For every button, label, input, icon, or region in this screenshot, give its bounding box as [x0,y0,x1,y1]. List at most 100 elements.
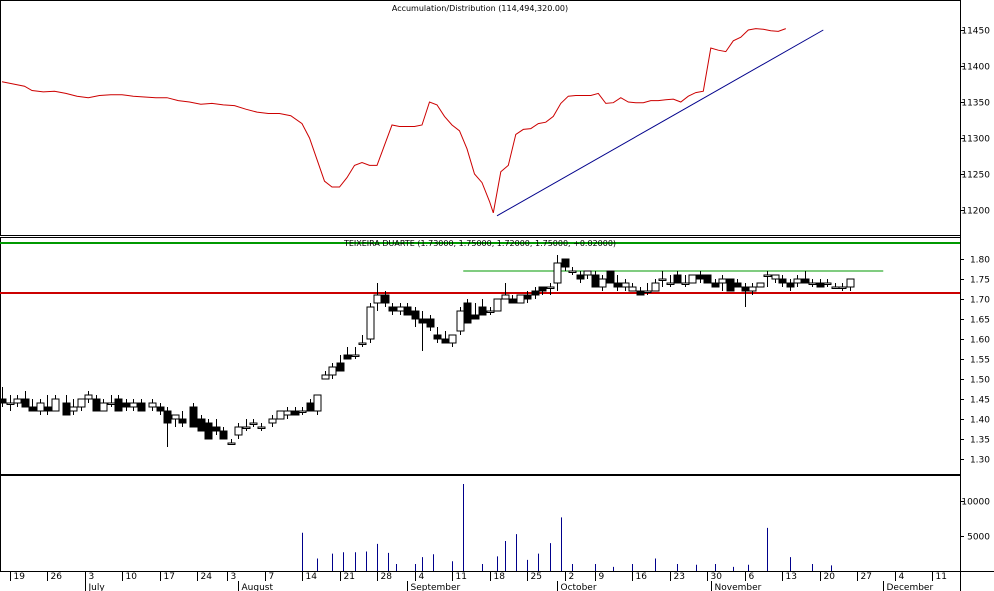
candle-body [501,294,510,300]
price-panel-title: TEIXEIRA DUARTE (1.73000, 1.75000, 1.720… [343,239,616,248]
candle-body [92,398,101,412]
x-tick-label: 17 [164,572,175,582]
candle-body [456,310,465,332]
candle-body [658,278,667,281]
candle-body [628,286,637,292]
candle-body [328,366,337,376]
candle-body [433,334,442,340]
candle-body [6,402,15,405]
candle-body [703,274,712,284]
candle-body [178,418,187,424]
y-tick-label: 1.45 [970,396,990,406]
candle-body [129,402,138,408]
x-tick-label: 3 [89,572,95,582]
candle-body [373,294,382,304]
ad-trendline [496,29,824,217]
candle-body [358,342,367,345]
candle-body [99,402,108,412]
candle-body [242,426,251,429]
candle-body [163,410,172,424]
candle-body [786,282,795,288]
candle-body [51,398,60,412]
candle-body [268,418,277,424]
candle-body [621,282,630,288]
x-tick-label: 10 [126,572,138,582]
candle-body [321,374,330,380]
candle-body [28,406,37,412]
x-tick-label: 11 [936,572,947,582]
candle-body [343,354,352,360]
x-tick-label: 13 [786,572,797,582]
month-label: August [242,583,274,591]
candle-body [234,426,243,436]
candle-body [411,310,420,320]
x-tick-label: 23 [674,572,685,582]
y-tick-label: 11250 [961,171,990,181]
candle-body [313,394,322,412]
candle-body [21,398,30,408]
candle-body [13,398,22,404]
candle-body [778,278,787,284]
candle-body [441,338,450,344]
candle-body [276,410,285,420]
candle-body [291,410,300,416]
candle-body [366,306,375,340]
candle-body [381,294,390,304]
candle-body [0,398,7,404]
candle-body [726,278,735,292]
candle-body [591,274,600,288]
volume-panel [302,483,832,571]
x-tick-label: 24 [201,572,213,582]
candle-body [696,274,705,280]
candle-body [733,282,742,288]
candle-body [388,306,397,312]
x-tick-label: 25 [531,572,542,582]
candle-body [306,402,315,412]
candle-body [36,402,45,412]
x-tick-label: 26 [51,572,63,582]
candle-body [673,274,682,284]
month-label: November [715,583,762,591]
candle-body [688,274,697,284]
candle-body [212,426,221,432]
y-tick-label: 10000 [961,498,990,508]
axis-layer: 11200 11250 11300 11350 11400 11450 1.30 1.35 1.… [10,27,990,591]
candle-body [204,422,213,440]
x-tick-label: 16 [636,572,648,582]
candle-body [478,306,487,316]
candle-body [122,402,131,408]
candle-body [249,422,258,425]
x-tick-label: 30 [711,572,723,582]
candle-body [336,362,345,372]
candle-body [546,286,555,289]
candle-body [171,414,180,420]
y-tick-label: 1.35 [970,436,990,446]
candle-body [107,402,116,405]
ad-panel-title: Accumulation/Distribution (114,494,320.0… [392,4,568,13]
candle-body [77,398,86,408]
candle-body [219,430,228,440]
candle-body [493,298,502,312]
accumulation-distribution-panel [1,28,824,217]
x-tick-label: 28 [381,572,393,582]
candle-body [283,410,292,416]
x-tick-label: 27 [861,572,872,582]
candle-body [583,270,592,276]
y-tick-label: 1.65 [970,316,990,326]
candle-body [711,282,720,288]
candle-body [298,410,307,413]
candle-body [448,334,457,344]
x-tick-label: 3 [231,572,237,582]
month-label: July [88,583,106,591]
candle-body [763,274,772,277]
candle-body [576,274,585,280]
x-tick-label: 18 [494,572,506,582]
candle-body [137,402,146,412]
candle-body [793,278,802,284]
y-tick-label: 1.30 [970,456,990,466]
candle-body [508,298,517,304]
candle-body [189,406,198,428]
month-label: September [411,583,461,591]
candle-body [62,402,71,416]
